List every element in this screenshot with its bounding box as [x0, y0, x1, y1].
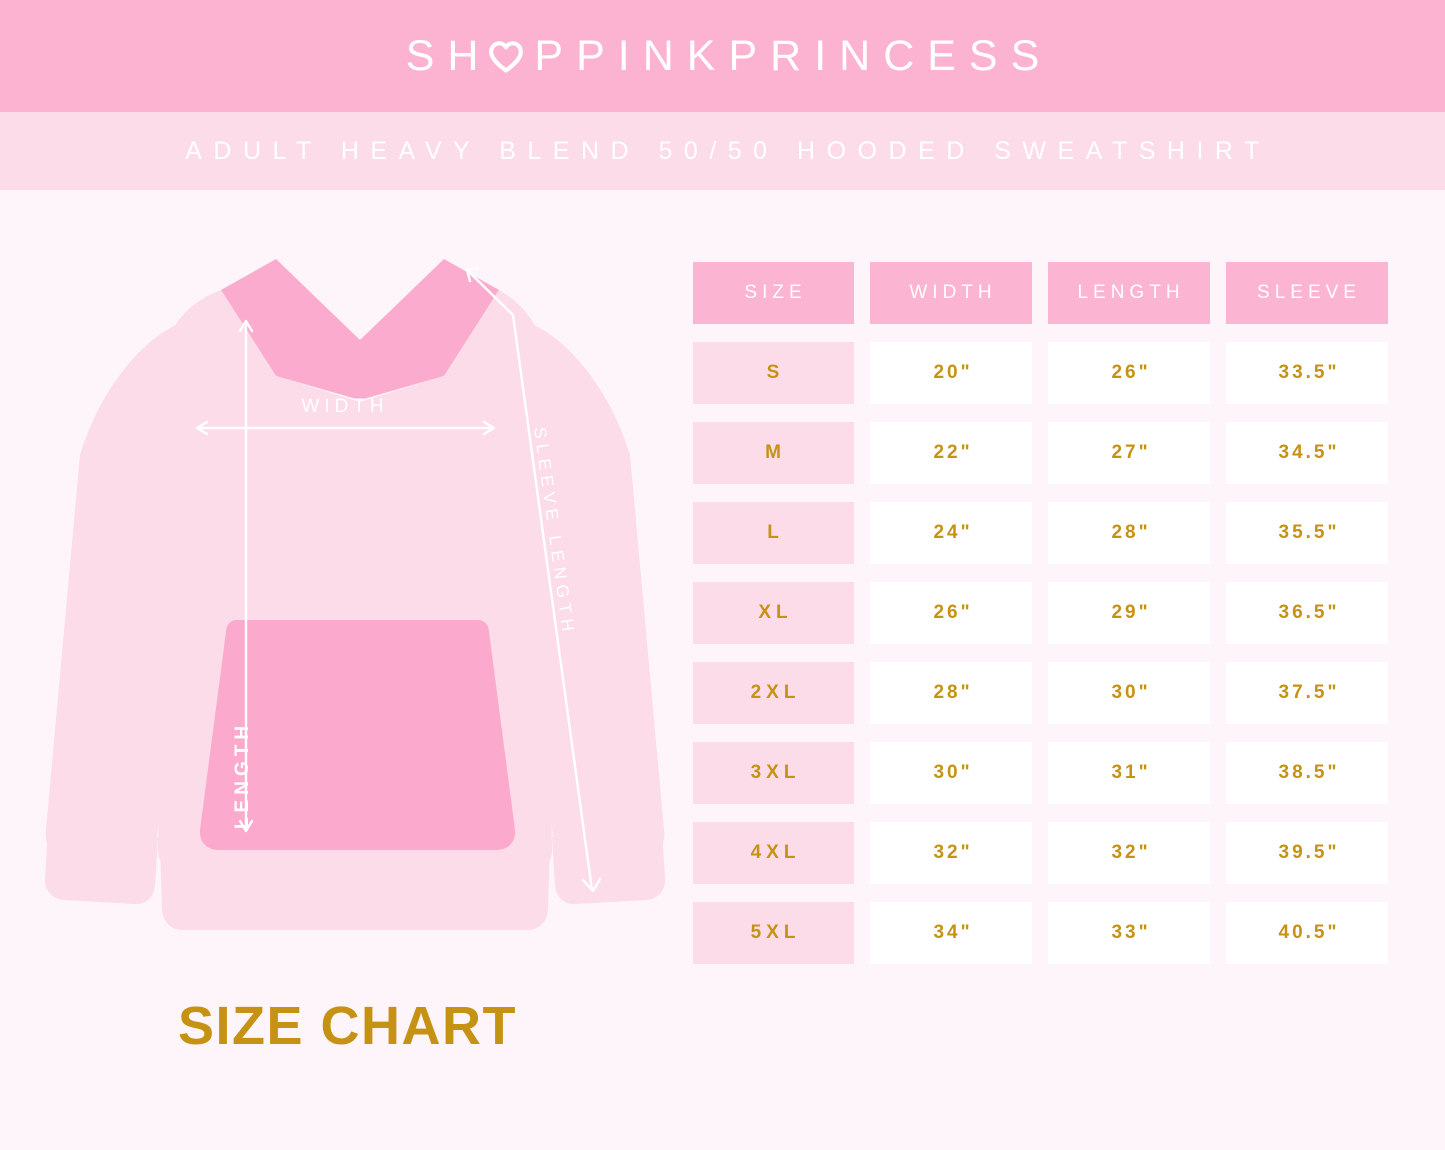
cell-width: 28"	[870, 662, 1033, 724]
table-header-row: SIZE WIDTH LENGTH SLEEVE	[693, 262, 1389, 324]
heart-outline-icon	[489, 41, 524, 73]
header-sleeve: SLEEVE	[1226, 262, 1389, 324]
cell-size: M	[693, 422, 855, 484]
cell-size: 3XL	[693, 742, 855, 804]
cell-length: 31"	[1048, 742, 1211, 804]
cell-size: S	[693, 342, 855, 404]
cell-width: 20"	[870, 342, 1033, 404]
product-subtitle: ADULT HEAVY BLEND 50/50 HOODED SWEATSHIR…	[185, 136, 1271, 165]
cell-length: 29"	[1048, 582, 1211, 644]
header-length: LENGTH	[1048, 262, 1211, 324]
hoodie-illustration: WIDTH LENGTH SLEEVE LENGTH	[40, 230, 670, 960]
cell-length: 30"	[1048, 662, 1211, 724]
cell-length: 26"	[1048, 342, 1211, 404]
table-row: 4XL 32" 32" 39.5"	[693, 822, 1389, 884]
cell-length: 33"	[1048, 902, 1211, 964]
table-row: S 20" 26" 33.5"	[693, 342, 1389, 404]
cell-sleeve: 36.5"	[1226, 582, 1389, 644]
cell-sleeve: 34.5"	[1226, 422, 1389, 484]
cell-length: 32"	[1048, 822, 1211, 884]
kangaroo-pocket	[199, 620, 516, 850]
table-row: 3XL 30" 31" 38.5"	[693, 742, 1389, 804]
cell-length: 28"	[1048, 502, 1211, 564]
brand-banner: SH PPINKPRINCESS	[0, 0, 1445, 112]
cell-width: 32"	[870, 822, 1033, 884]
cell-size: L	[693, 502, 855, 564]
table-row: L 24" 28" 35.5"	[693, 502, 1389, 564]
cell-size: 5XL	[693, 902, 855, 964]
brand-name-before: SH	[405, 31, 492, 80]
cell-width: 30"	[870, 742, 1033, 804]
header-size: SIZE	[693, 262, 855, 324]
cell-length: 27"	[1048, 422, 1211, 484]
cell-sleeve: 39.5"	[1226, 822, 1389, 884]
table-row: 2XL 28" 30" 37.5"	[693, 662, 1389, 724]
cell-sleeve: 35.5"	[1226, 502, 1389, 564]
brand-name-after: PPINKPRINCESS	[534, 31, 1053, 80]
header-width: WIDTH	[870, 262, 1033, 324]
cell-sleeve: 38.5"	[1226, 742, 1389, 804]
cell-sleeve: 37.5"	[1226, 662, 1389, 724]
sleeve-arrow-line	[467, 270, 594, 891]
size-table: SIZE WIDTH LENGTH SLEEVE S 20" 26" 33.5"…	[693, 262, 1389, 964]
cell-width: 24"	[870, 502, 1033, 564]
measurement-arrows	[195, 266, 602, 893]
brand-title: SH PPINKPRINCESS	[393, 32, 1053, 81]
cell-sleeve: 33.5"	[1226, 342, 1389, 404]
cell-width: 22"	[870, 422, 1033, 484]
table-row: 5XL 34" 33" 40.5"	[693, 902, 1389, 964]
cell-width: 26"	[870, 582, 1033, 644]
hood-shape	[221, 259, 499, 400]
table-row: XL 26" 29" 36.5"	[693, 582, 1389, 644]
label-width: WIDTH	[301, 396, 388, 417]
hoodie-diagram-svg: WIDTH LENGTH SLEEVE LENGTH	[44, 259, 666, 930]
cell-size: 4XL	[693, 822, 855, 884]
cell-sleeve: 40.5"	[1226, 902, 1389, 964]
cell-size: 2XL	[693, 662, 855, 724]
product-subtitle-banner: ADULT HEAVY BLEND 50/50 HOODED SWEATSHIR…	[0, 112, 1445, 190]
table-row: M 22" 27" 34.5"	[693, 422, 1389, 484]
size-chart-caption: SIZE CHART	[178, 996, 517, 1056]
cell-size: XL	[693, 582, 855, 644]
label-length: LENGTH	[232, 721, 253, 829]
cell-width: 34"	[870, 902, 1033, 964]
